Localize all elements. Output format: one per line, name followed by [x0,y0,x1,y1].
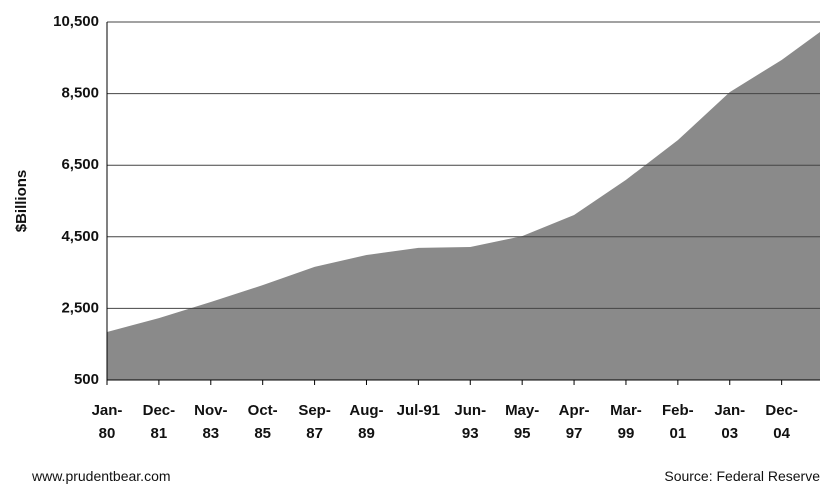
source: Source: Federal Reserve [664,468,820,484]
x-tick-label: Mar-99 [610,402,642,442]
x-tick-label: Jan-80 [91,402,123,442]
x-tick-label: Jan-03 [714,402,746,442]
x-tick-label: Apr-97 [558,402,590,442]
x-tick-label: May-95 [505,402,540,442]
x-tick-label: Jun-93 [454,402,487,442]
y-tick-label: 10,500 [53,13,99,30]
x-tick-label: Feb-01 [662,402,694,442]
x-tick-label: Oct-85 [247,402,278,442]
y-tick-label: 500 [74,371,99,388]
x-tick-label: Aug-89 [349,402,384,442]
y-axis-label: $Billions [13,170,30,233]
y-tick-label: 8,500 [61,85,99,102]
y-tick-label: 2,500 [61,299,99,316]
area [107,32,820,381]
website: www.prudentbear.com [32,468,171,484]
x-tick-label: Dec-81 [142,402,176,442]
x-tick-label: Sep-87 [298,402,331,442]
y-tick-label: 6,500 [61,156,99,173]
x-tick-label: Jul-91 [396,402,441,419]
y-tick-label: 4,500 [61,228,99,245]
x-tick-label: Nov-83 [194,402,228,442]
x-tick-label: Dec-04 [765,402,798,442]
